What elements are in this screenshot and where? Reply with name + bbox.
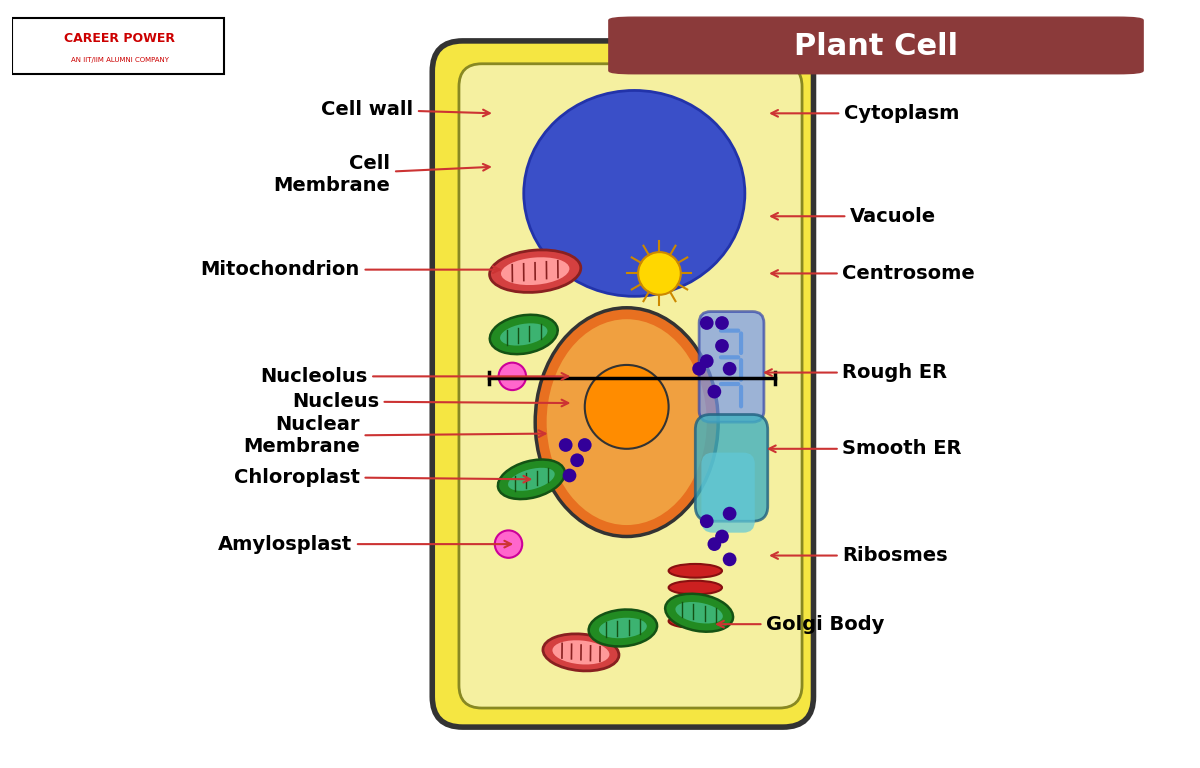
Ellipse shape [508,468,554,491]
Text: Nucleus: Nucleus [292,392,569,411]
Circle shape [715,316,728,330]
Text: Cell
Membrane: Cell Membrane [274,154,490,195]
FancyBboxPatch shape [700,312,764,422]
FancyBboxPatch shape [702,452,755,533]
FancyBboxPatch shape [432,41,814,727]
Ellipse shape [668,564,722,578]
Text: AN IIT/IIM ALUMNI COMPANY: AN IIT/IIM ALUMNI COMPANY [71,57,169,63]
Text: Mitochondrion: Mitochondrion [200,260,499,279]
Circle shape [638,252,680,295]
Circle shape [692,362,706,376]
Ellipse shape [542,634,619,671]
Ellipse shape [668,598,722,611]
Text: Ribosmes: Ribosmes [772,546,948,565]
Circle shape [570,453,584,467]
Ellipse shape [500,323,547,346]
Text: Rough ER: Rough ER [766,363,948,382]
Circle shape [722,552,737,566]
Ellipse shape [500,257,569,285]
FancyBboxPatch shape [695,415,768,521]
Ellipse shape [490,315,558,354]
Ellipse shape [668,614,722,628]
Circle shape [563,468,576,482]
Ellipse shape [490,250,581,293]
Ellipse shape [547,319,707,525]
Text: Plant Cell: Plant Cell [794,31,958,61]
Circle shape [700,354,714,368]
Ellipse shape [498,459,565,499]
FancyBboxPatch shape [12,18,223,74]
Circle shape [715,530,728,543]
Text: Nucleolus: Nucleolus [260,367,569,386]
Ellipse shape [523,91,745,296]
Ellipse shape [676,602,722,624]
Text: Cell wall: Cell wall [322,100,490,119]
Ellipse shape [552,641,610,664]
Circle shape [700,515,714,528]
Text: Cytoplasm: Cytoplasm [772,104,959,123]
Circle shape [498,362,526,390]
Ellipse shape [589,610,658,647]
Text: Nuclear
Membrane: Nuclear Membrane [242,415,545,456]
Circle shape [708,538,721,551]
Text: Smooth ER: Smooth ER [769,439,962,458]
Text: CAREER POWER: CAREER POWER [65,32,175,45]
Circle shape [722,507,737,521]
Circle shape [722,362,737,376]
Ellipse shape [668,581,722,594]
FancyBboxPatch shape [608,17,1144,74]
Circle shape [700,316,714,330]
Text: Centrosome: Centrosome [772,264,976,283]
FancyBboxPatch shape [458,64,802,708]
Ellipse shape [535,308,718,537]
Text: Chloroplast: Chloroplast [234,468,530,486]
Circle shape [494,531,522,558]
Circle shape [708,385,721,399]
Circle shape [559,438,572,452]
Circle shape [578,438,592,452]
Circle shape [715,339,728,353]
Ellipse shape [665,594,733,632]
Text: Vacuole: Vacuole [772,207,936,226]
Text: Golgi Body: Golgi Body [718,614,884,634]
Ellipse shape [599,617,647,638]
Text: Amylosplast: Amylosplast [218,535,511,554]
Circle shape [584,365,668,449]
